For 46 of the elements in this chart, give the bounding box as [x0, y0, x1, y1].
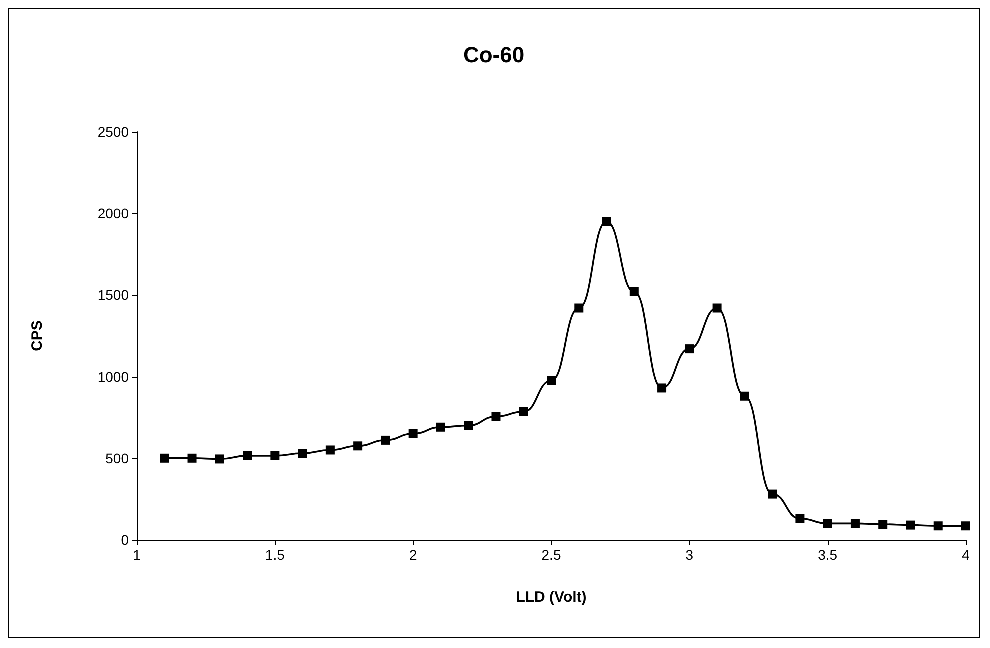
y-tick-label: 0 — [121, 532, 130, 548]
x-tick-label: 1.5 — [265, 547, 286, 563]
y-tick-label: 2500 — [98, 124, 130, 140]
point — [215, 454, 224, 464]
x-tick-label: 1 — [133, 547, 142, 563]
point — [934, 522, 943, 531]
point — [602, 217, 612, 226]
point — [408, 429, 418, 438]
point — [436, 422, 446, 432]
y-tick-label: 1000 — [98, 368, 130, 385]
y-tick-label: 1500 — [98, 287, 130, 304]
chart-title: Co-60 — [463, 42, 525, 68]
y-tick-label: 500 — [106, 450, 130, 466]
point — [740, 392, 750, 401]
x-tick-label: 2.5 — [542, 547, 562, 563]
point — [326, 446, 335, 455]
point — [574, 304, 584, 313]
point — [298, 449, 308, 458]
point — [270, 451, 280, 460]
y-tick-label: 2000 — [98, 206, 130, 222]
point — [796, 514, 805, 524]
point — [768, 490, 778, 499]
x-tick-label: 3.5 — [818, 547, 838, 563]
point — [823, 519, 832, 528]
point — [464, 421, 474, 430]
point — [188, 454, 197, 463]
point — [243, 451, 252, 460]
point — [519, 407, 528, 416]
point — [160, 454, 170, 463]
point — [381, 436, 390, 445]
point — [658, 384, 667, 393]
point — [850, 519, 860, 528]
x-tick-label: 3 — [686, 547, 694, 563]
x-tick-label: 2 — [409, 547, 418, 563]
point — [962, 522, 970, 531]
point — [878, 520, 888, 529]
y-axis-title: CPS — [29, 320, 46, 352]
point — [354, 442, 363, 451]
point — [906, 520, 916, 530]
point — [685, 344, 694, 354]
x-axis-title: LLD (Volt) — [516, 589, 587, 606]
point — [492, 412, 501, 422]
point — [630, 287, 639, 296]
x-tick-label: 4 — [962, 547, 970, 563]
point — [712, 304, 722, 313]
point — [547, 376, 556, 386]
